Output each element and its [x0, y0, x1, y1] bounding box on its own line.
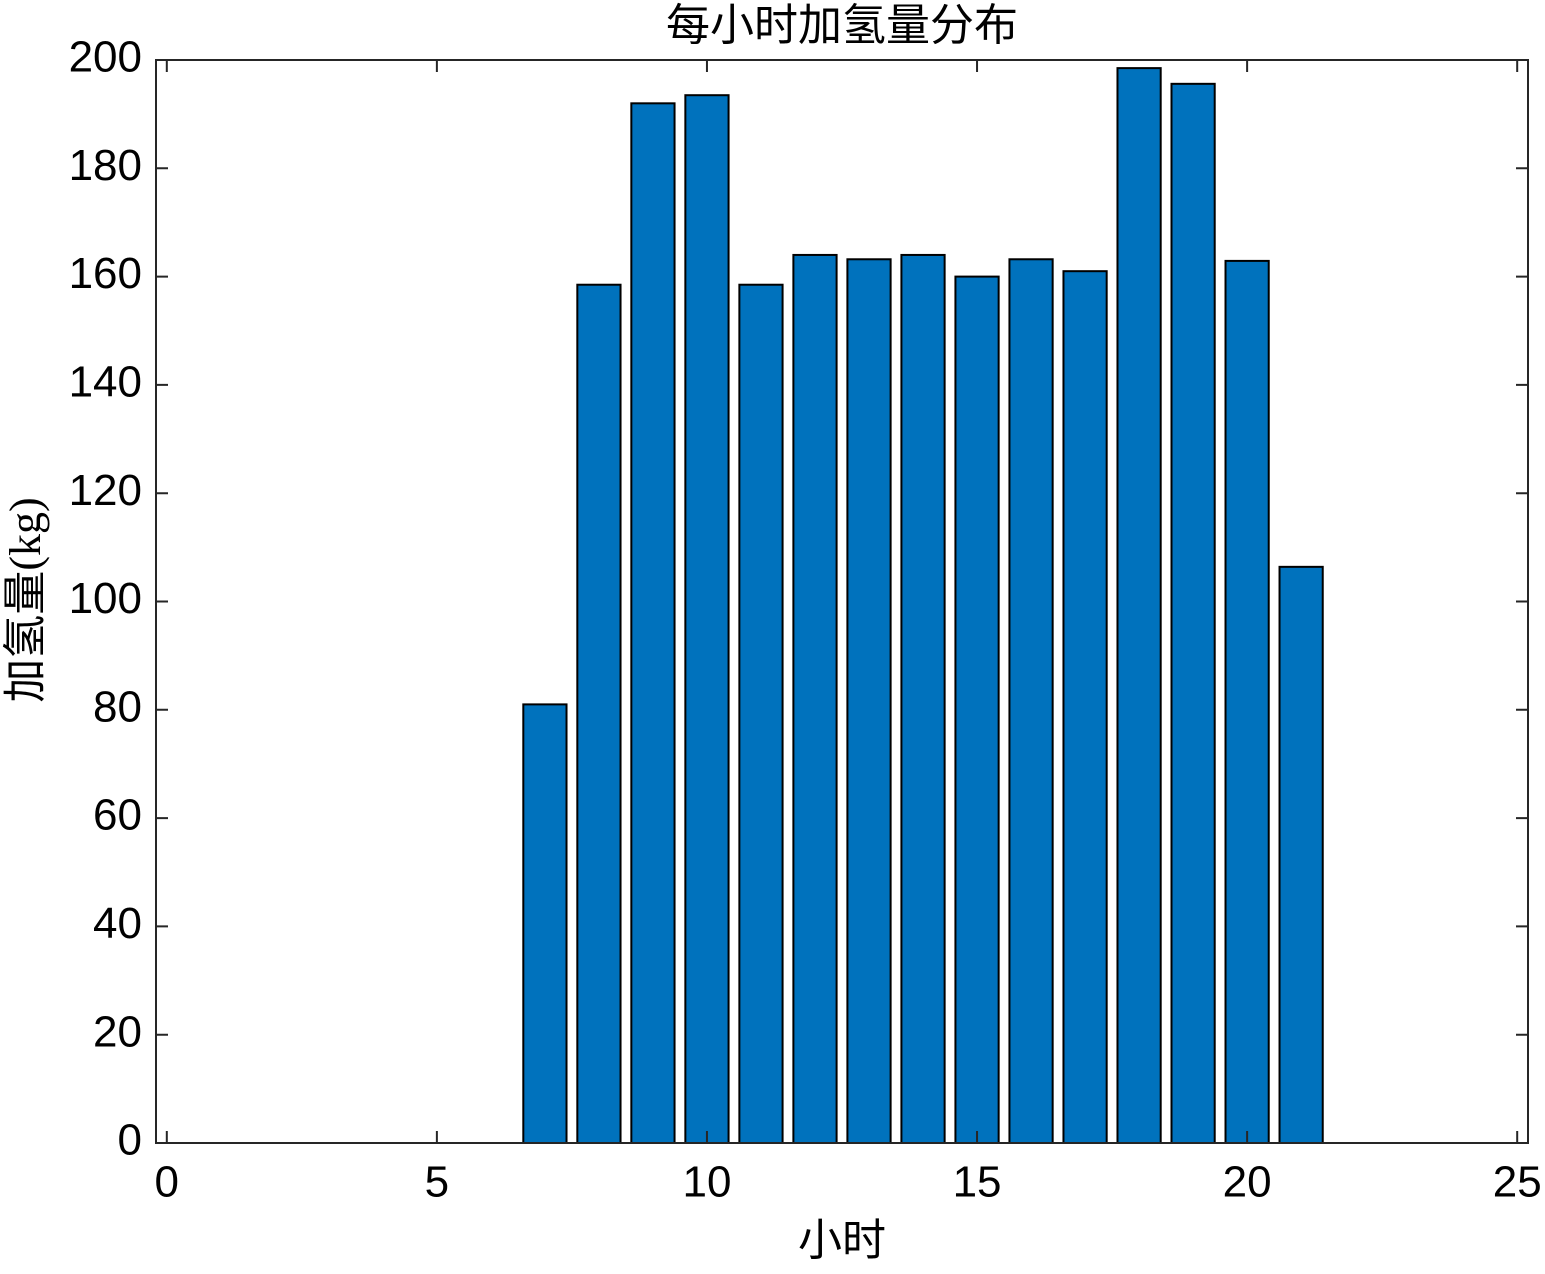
- y-tick-label: 100: [69, 574, 142, 623]
- y-tick-label: 200: [69, 33, 142, 82]
- bar: [630, 102, 676, 1145]
- x-tick-label: 20: [1223, 1158, 1272, 1207]
- bar: [1170, 82, 1216, 1144]
- y-tick-label: 120: [69, 466, 142, 515]
- bar: [522, 703, 568, 1144]
- y-axis-label: 加氢量(kg): [1, 497, 50, 702]
- y-tick-label: 180: [69, 141, 142, 190]
- y-tick-label: 20: [93, 1007, 142, 1056]
- bar: [1062, 270, 1108, 1144]
- y-tick-label: 60: [93, 791, 142, 840]
- y-tick-label: 80: [93, 682, 142, 731]
- bar: [846, 258, 892, 1145]
- x-tick-label: 25: [1493, 1158, 1542, 1207]
- x-tick-label: 0: [155, 1158, 179, 1207]
- bar: [1224, 259, 1270, 1145]
- bar: [1278, 565, 1324, 1144]
- x-tick-label: 10: [682, 1158, 731, 1207]
- y-tick-label: 160: [69, 249, 142, 298]
- y-tick-label: 140: [69, 358, 142, 407]
- bar: [954, 275, 1000, 1145]
- bar: [792, 253, 838, 1144]
- y-tick-label: 40: [93, 899, 142, 948]
- bar: [576, 283, 622, 1145]
- bar: [738, 283, 784, 1145]
- bar: [900, 253, 946, 1144]
- bar: [1116, 67, 1162, 1144]
- bar: [684, 94, 730, 1144]
- x-axis-label: 小时: [798, 1216, 886, 1265]
- y-tick-label: 0: [118, 1116, 142, 1165]
- x-tick-label: 15: [953, 1158, 1002, 1207]
- x-tick-label: 5: [425, 1158, 449, 1207]
- bar: [1008, 258, 1054, 1145]
- chart-title: 每小时加氢量分布: [666, 1, 1018, 50]
